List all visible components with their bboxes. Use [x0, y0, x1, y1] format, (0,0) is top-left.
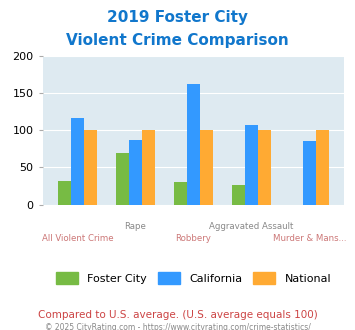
Bar: [233, 185, 245, 205]
Text: Rape: Rape: [125, 222, 146, 231]
Bar: [187, 84, 200, 205]
Bar: [316, 130, 329, 205]
Bar: [303, 141, 316, 205]
Bar: [174, 182, 187, 205]
Bar: [142, 130, 154, 205]
Bar: [258, 130, 271, 205]
Text: © 2025 CityRating.com - https://www.cityrating.com/crime-statistics/: © 2025 CityRating.com - https://www.city…: [45, 323, 310, 330]
Text: Murder & Mans...: Murder & Mans...: [273, 234, 346, 243]
Text: Aggravated Assault: Aggravated Assault: [209, 222, 294, 231]
Text: All Violent Crime: All Violent Crime: [42, 234, 113, 243]
Text: Robbery: Robbery: [175, 234, 212, 243]
Bar: [116, 153, 129, 205]
Bar: [200, 130, 213, 205]
Bar: [84, 130, 97, 205]
Text: Compared to U.S. average. (U.S. average equals 100): Compared to U.S. average. (U.S. average …: [38, 310, 317, 320]
Bar: [245, 125, 258, 205]
Bar: [71, 118, 84, 205]
Text: Violent Crime Comparison: Violent Crime Comparison: [66, 33, 289, 48]
Text: 2019 Foster City: 2019 Foster City: [107, 10, 248, 25]
Bar: [129, 140, 142, 205]
Legend: Foster City, California, National: Foster City, California, National: [50, 267, 337, 289]
Bar: [58, 181, 71, 205]
